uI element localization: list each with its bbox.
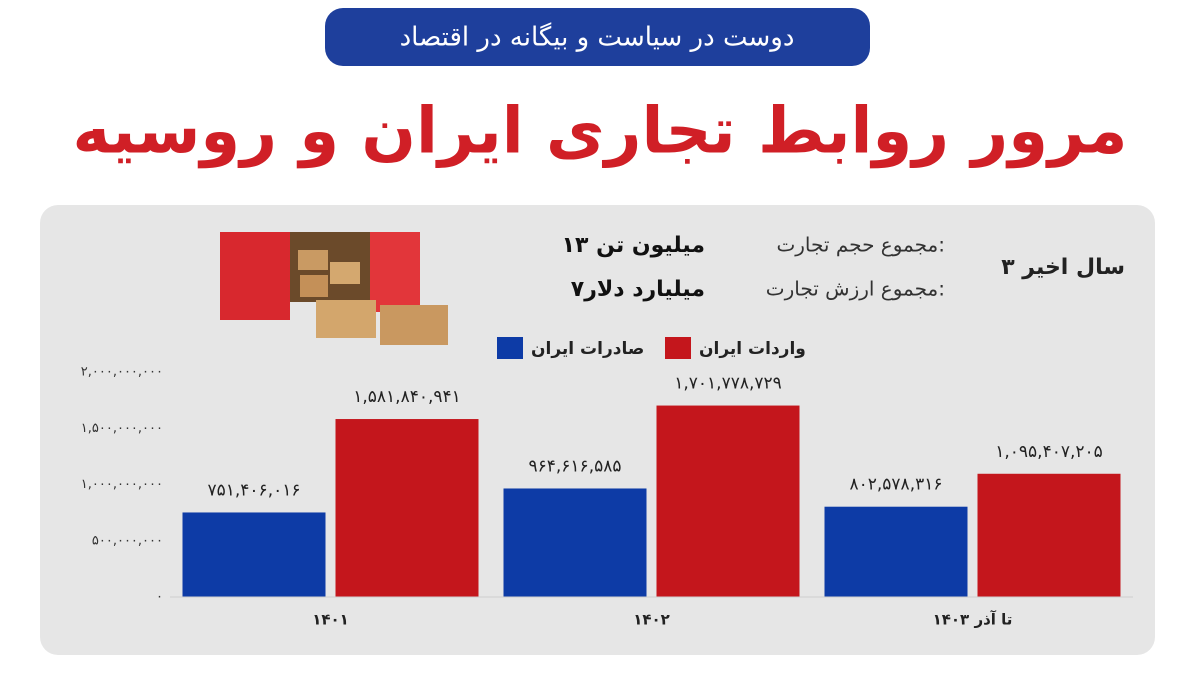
- y-tick-label: ۵۰۰,۰۰۰,۰۰۰: [92, 533, 163, 548]
- y-tick-label: ۲,۰۰۰,۰۰۰,۰۰۰: [81, 365, 163, 380]
- summary-value: ۱۳ میلیون تن: [562, 233, 705, 258]
- legend-swatch: [665, 337, 691, 359]
- value-label: ۷۵۱,۴۰۶,۰۱۶: [208, 480, 301, 500]
- y-tick-label: ۱,۵۰۰,۰۰۰,۰۰۰: [81, 421, 163, 436]
- y-tick-label: ۱,۰۰۰,۰۰۰,۰۰۰: [81, 477, 163, 492]
- y-tick-label: ۰: [156, 590, 163, 605]
- value-label: ۱,۰۹۵,۴۰۷,۲۰۵: [995, 442, 1103, 462]
- bar: [824, 506, 968, 597]
- x-tick-label: ۱۴۰۲: [633, 611, 670, 629]
- legend-label: واردات ایران: [699, 339, 806, 359]
- x-tick-label: ۱۴۰۱: [312, 611, 349, 629]
- bar: [182, 512, 326, 597]
- bar: [656, 405, 800, 597]
- chart-title: مرور روابط تجاری ایران و روسیه: [73, 95, 1128, 169]
- value-label: ۱,۵۸۱,۸۴۰,۹۴۱: [353, 387, 461, 407]
- legend-swatch: [497, 337, 523, 359]
- summary-label: مجموع ارزش تجارت:: [766, 277, 945, 301]
- value-label: ۹۶۴,۶۱۶,۵۸۵: [529, 456, 622, 476]
- legend-label: صادرات ایران: [531, 339, 644, 359]
- badge-background: [325, 8, 870, 66]
- value-label: ۱,۷۰۱,۷۷۸,۷۲۹: [674, 374, 782, 394]
- summary-label: مجموع حجم تجارت:: [776, 233, 945, 257]
- x-tick-label: تا آذر ۱۴۰۳: [933, 611, 1013, 629]
- bar: [977, 473, 1121, 597]
- bar: [335, 419, 479, 597]
- badge: دوست در سیاست و بیگانه در اقتصاد: [400, 22, 795, 53]
- value-label: ۸۰۲,۵۷۸,۳۱۶: [850, 475, 943, 495]
- bar: [503, 488, 647, 597]
- summary-value: ۷میلیارد دلار: [571, 277, 705, 302]
- container-illustration: [220, 232, 448, 345]
- subtitle: ۳ سال اخیر: [1001, 255, 1125, 280]
